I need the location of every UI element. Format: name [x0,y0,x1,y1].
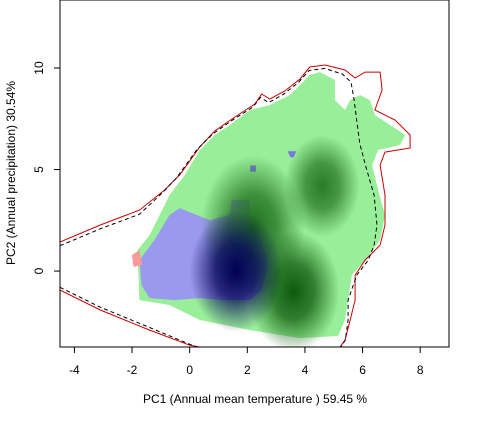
x-tick-label: 2 [244,363,251,377]
y-tick-label: 10 [32,61,46,75]
y-tick-label: 5 [32,166,46,173]
x-tick-label: 0 [186,363,193,377]
x-tick-label: 4 [302,363,309,377]
density-peak [189,210,282,332]
plot-frame [59,0,450,348]
x-tick-label: 8 [417,363,424,377]
density-region [132,250,143,267]
y-tick-label: 0 [32,267,46,274]
x-axis-label: PC1 (Annual mean temperature ) 59.45 % [143,392,367,406]
x-tick-label: -4 [69,363,80,377]
plot-area [60,64,411,347]
x-tick-label: -2 [127,363,138,377]
density-peak [284,135,360,237]
x-tick-label: 6 [359,363,366,377]
y-axis-label: PC2 (Annual precipitation) 30.54% [4,81,18,265]
contour-line [60,67,378,347]
